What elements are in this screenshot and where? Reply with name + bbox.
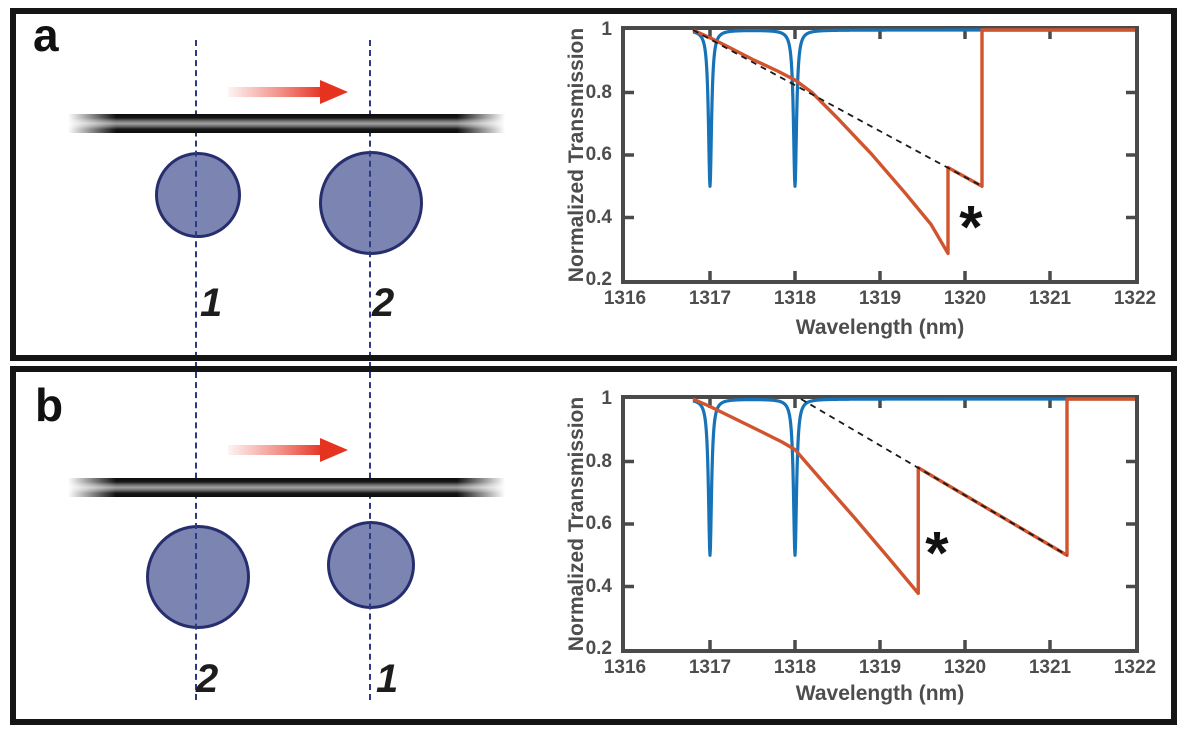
resonator-order-label-right: 1 — [376, 657, 399, 701]
microresonator-2-large — [319, 151, 423, 255]
x-tick-label: 1318 — [773, 288, 817, 309]
arrow-head-icon — [320, 438, 348, 462]
arrow-head-icon — [320, 80, 348, 104]
x-tick-label: 1317 — [688, 657, 732, 678]
y-tick-label: 1 — [601, 388, 612, 409]
x-tick-label: 1320 — [943, 288, 987, 309]
resonator-order-label-left: 1 — [200, 281, 223, 325]
x-tick-label: 1316 — [603, 288, 647, 309]
x-tick-label: 1320 — [943, 657, 987, 678]
y-tick-label: 0.6 — [585, 144, 612, 165]
y-tick-label: 0.6 — [585, 513, 612, 534]
panel-a-label: a — [33, 9, 59, 61]
asterisk-annotation: * — [925, 520, 949, 587]
y-tick-label: 0.8 — [585, 450, 612, 472]
x-tick-label: 1319 — [858, 288, 902, 309]
transmission-chart-b: * — [625, 397, 1137, 649]
series-swept-transmission — [692, 397, 1135, 596]
x-tick-label: 1317 — [688, 288, 732, 309]
microresonator-1-small — [327, 521, 415, 609]
panel-b-label: b — [35, 379, 64, 431]
x-tick-label: 1322 — [1113, 288, 1157, 309]
series-cold-cavity-transmission — [691, 28, 1137, 188]
x-tick-label: 1321 — [1028, 657, 1072, 678]
resonator-order-label-left: 2 — [196, 657, 219, 701]
x-tick-label: 1319 — [858, 657, 902, 678]
resonator-order-label-right: 2 — [372, 281, 395, 325]
plot-axes-box: * — [621, 26, 1139, 284]
y-tick-label: 0.2 — [585, 269, 612, 290]
y-tick-label: 0.4 — [585, 575, 612, 597]
microresonator-2-large — [146, 525, 250, 629]
x-axis-label: Wavelength (nm) — [795, 316, 965, 339]
y-tick-label: 0.4 — [585, 206, 612, 228]
bus-waveguide — [68, 114, 505, 133]
arrow-shaft — [228, 445, 320, 455]
x-axis-label: Wavelength (nm) — [795, 682, 965, 705]
microresonator-1-small — [155, 152, 241, 238]
x-tick-label: 1322 — [1113, 657, 1157, 678]
series-thermal-drift-guide — [692, 29, 983, 188]
light-propagation-arrow — [228, 80, 348, 104]
plot-axes-box: * — [621, 395, 1139, 653]
transmission-chart-a: * — [625, 28, 1137, 280]
alignment-guide-line-left — [195, 40, 197, 700]
series-swept-transmission — [692, 28, 1135, 256]
x-tick-label: 1321 — [1028, 288, 1072, 309]
asterisk-annotation: * — [959, 194, 983, 261]
y-tick-label: 0.2 — [585, 638, 612, 659]
arrow-shaft — [228, 87, 320, 97]
series-cold-cavity-transmission — [691, 397, 1137, 557]
alignment-guide-line-right — [369, 40, 371, 700]
x-tick-label: 1316 — [603, 657, 647, 678]
bus-waveguide — [68, 478, 505, 497]
series-thermal-drift-guide — [800, 398, 1068, 557]
y-tick-label: 0.8 — [585, 81, 612, 103]
light-propagation-arrow — [228, 438, 348, 462]
y-tick-label: 1 — [601, 19, 612, 40]
x-tick-label: 1318 — [773, 657, 817, 678]
